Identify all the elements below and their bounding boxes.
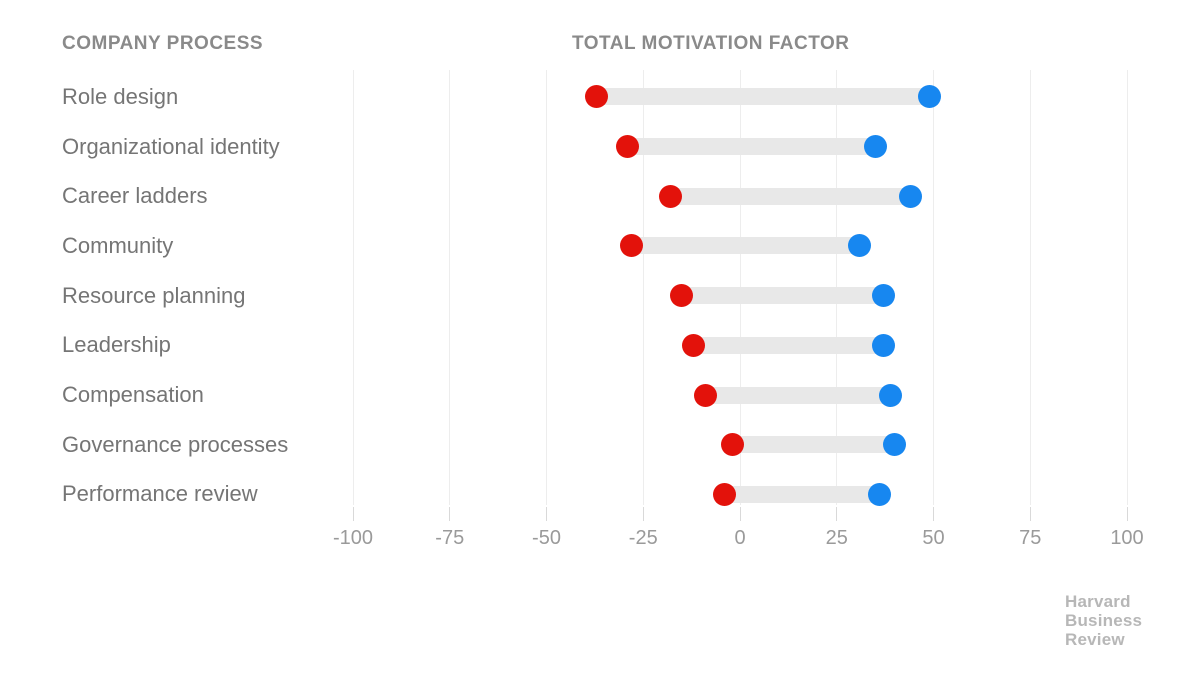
positive-dot [879, 383, 903, 407]
axis-tick [836, 507, 838, 521]
brand-line-3: Review [1065, 630, 1125, 649]
gridline [1126, 70, 1128, 505]
category-label: Role design [62, 83, 179, 109]
category-label: Performance review [62, 481, 258, 507]
positive-dot [898, 184, 922, 208]
axis-tick-label: 75 [1019, 527, 1042, 549]
gridline [546, 70, 547, 505]
axis-tick-label: -25 [628, 527, 658, 549]
category-label: Organizational identity [62, 133, 280, 159]
gridline [449, 70, 451, 505]
gridline [642, 70, 644, 505]
range-bar [722, 485, 882, 503]
brand-line-2: Business [1065, 611, 1143, 630]
category-label: Leadership [62, 332, 171, 358]
negative-dot [670, 284, 694, 308]
axis-tick [933, 507, 934, 521]
category-label: Resource planning [62, 282, 246, 308]
company-process-header: COMPANY PROCESS [62, 33, 264, 54]
negative-dot [720, 433, 744, 457]
range-bar [668, 187, 913, 205]
total-motivation-factor-header: TOTAL MOTIVATION FACTOR [572, 33, 850, 54]
axis-tick-label: 100 [1110, 527, 1144, 549]
gridline [352, 70, 354, 505]
range-bar [730, 436, 897, 454]
harvard-business-review-logo: Harvard Business Review [1065, 592, 1142, 649]
category-label: Career ladders [62, 183, 208, 209]
positive-dot [867, 482, 891, 506]
negative-dot [693, 383, 717, 407]
negative-dot [620, 234, 644, 258]
negative-dot [713, 482, 737, 506]
category-label: Community [62, 232, 174, 258]
axis-tick [352, 507, 354, 521]
axis-tick [449, 507, 451, 521]
axis-tick [1029, 507, 1031, 521]
range-bar [691, 336, 886, 354]
axis-tick-label: 0 [734, 527, 746, 549]
range-bar [703, 386, 893, 404]
category-label: Compensation [62, 382, 204, 408]
axis-tick-label: 50 [922, 527, 945, 549]
negative-dot [585, 85, 609, 109]
axis-tick [739, 507, 741, 521]
positive-dot [848, 234, 872, 258]
positive-dot [863, 135, 887, 159]
negative-dot [682, 333, 706, 357]
axis-tick-label: 25 [825, 527, 848, 549]
range-bar [629, 237, 862, 255]
axis-tick-label: -100 [332, 527, 374, 549]
gridline [1029, 70, 1031, 505]
axis-tick [642, 507, 644, 521]
gridline [933, 70, 934, 505]
range-bar [679, 287, 886, 305]
negative-dot [658, 184, 682, 208]
axis-tick-label: -75 [435, 527, 465, 549]
axis-tick [546, 507, 547, 521]
negative-dot [616, 135, 640, 159]
positive-dot [871, 333, 895, 357]
positive-dot [871, 284, 895, 308]
brand-line-1: Harvard [1065, 592, 1131, 611]
positive-dot [918, 85, 942, 109]
positive-dot [883, 433, 907, 457]
range-bar [594, 88, 932, 106]
range-bar [625, 138, 878, 156]
axis-tick-label: -50 [532, 527, 561, 549]
axis-tick [1126, 507, 1128, 521]
category-label: Governance processes [62, 431, 289, 457]
